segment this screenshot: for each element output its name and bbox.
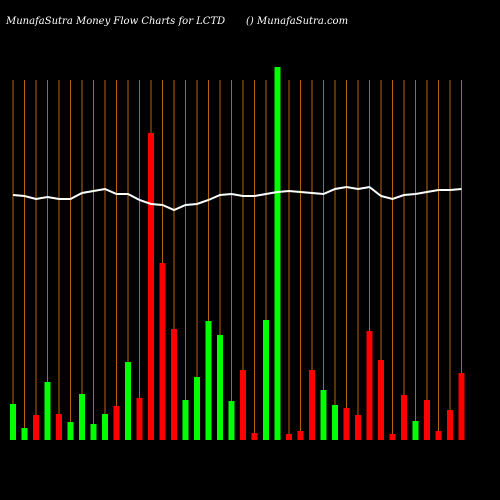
bar bbox=[217, 335, 223, 440]
chart-subtitle: () MunafaSutra.com bbox=[246, 16, 348, 27]
money-flow-line bbox=[12, 185, 462, 212]
bar bbox=[286, 434, 292, 440]
bar bbox=[56, 414, 62, 440]
bar bbox=[389, 434, 396, 440]
bar bbox=[171, 329, 177, 440]
bar bbox=[297, 431, 304, 440]
bar bbox=[136, 398, 143, 440]
bar bbox=[435, 431, 442, 440]
bar bbox=[355, 415, 361, 440]
bar bbox=[102, 414, 108, 440]
bar bbox=[332, 405, 338, 440]
bar bbox=[320, 390, 327, 440]
bar bbox=[309, 370, 315, 440]
bar bbox=[125, 362, 131, 440]
bar bbox=[44, 382, 51, 440]
bar bbox=[447, 410, 453, 440]
bar bbox=[159, 263, 166, 440]
bar bbox=[412, 421, 419, 440]
bar bbox=[343, 408, 350, 440]
bar bbox=[366, 331, 373, 440]
bar bbox=[205, 321, 212, 440]
bar bbox=[240, 370, 246, 440]
bar bbox=[274, 67, 281, 440]
bar bbox=[33, 415, 39, 440]
bar bbox=[228, 401, 235, 440]
bar bbox=[67, 422, 74, 440]
bar bbox=[424, 400, 430, 440]
bar bbox=[90, 424, 97, 440]
chart-title: MunafaSutra Money Flow Charts for LCTD bbox=[5, 16, 225, 27]
bar bbox=[251, 433, 258, 440]
bar bbox=[378, 360, 384, 440]
bar bbox=[401, 395, 407, 440]
bar bbox=[182, 400, 189, 440]
bar bbox=[458, 373, 465, 440]
bar bbox=[194, 377, 200, 440]
bar bbox=[148, 133, 154, 440]
bar bbox=[113, 406, 120, 440]
bar bbox=[21, 428, 28, 440]
bar bbox=[263, 320, 269, 440]
bar bbox=[79, 394, 85, 440]
bar bbox=[10, 404, 16, 440]
